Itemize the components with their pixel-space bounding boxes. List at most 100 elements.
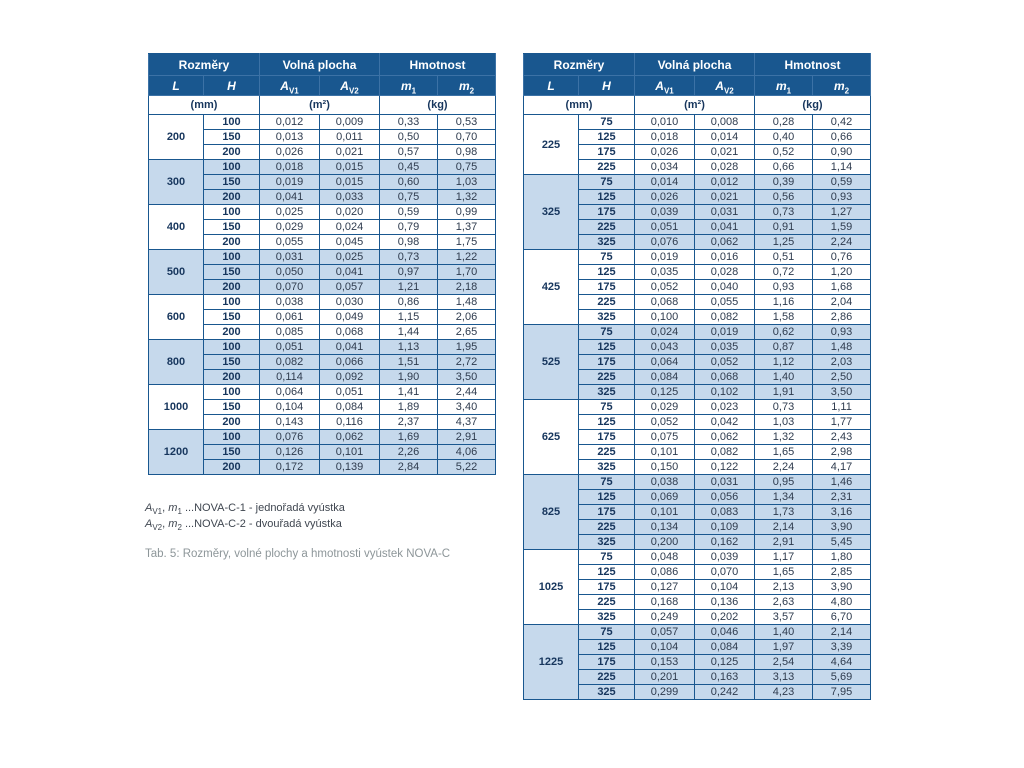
value-cell: 0,056 [693,489,756,505]
value-cell: 1,70 [437,264,497,280]
value-cell: 0,125 [693,654,756,670]
height-cell: 100 [203,294,260,310]
height-cell: 200 [203,459,260,475]
value-cell: 0,025 [259,204,320,220]
height-cell: 175 [578,654,635,670]
column-header: AV2 [318,75,381,96]
value-cell: 2,14 [812,624,872,640]
value-cell: 0,051 [259,339,320,355]
header-section: Hmotnost [379,53,497,76]
value-cell: 0,046 [693,624,756,640]
table-row: 150 0,050 0,041 0,97 1,70 [149,264,497,280]
height-cell: 150 [203,219,260,235]
value-cell: 0,62 [754,324,814,340]
table-row: 200 0,172 0,139 2,84 5,22 [149,459,497,475]
table-row: 175 0,153 0,125 2,54 4,64 [524,654,872,670]
value-cell: 0,010 [634,114,695,130]
value-cell: 0,79 [379,219,439,235]
height-cell: 325 [578,684,635,700]
value-cell: 1,97 [754,639,814,655]
value-cell: 0,008 [693,114,756,130]
column-header: AV1 [259,75,320,96]
table-row: 125 0,026 0,021 0,56 0,93 [524,189,872,205]
value-cell: 2,03 [812,354,872,370]
value-cell: 0,75 [379,189,439,205]
value-cell: 0,018 [259,159,320,175]
value-cell: 7,95 [812,684,872,700]
table-row: 225 0,201 0,163 3,13 5,69 [524,669,872,685]
height-cell: 125 [578,414,635,430]
value-cell: 0,101 [634,504,695,520]
value-cell: 3,50 [437,369,497,385]
value-cell: 0,015 [318,159,381,175]
height-cell: 175 [578,579,635,595]
value-cell: 3,90 [812,579,872,595]
value-cell: 0,021 [693,144,756,160]
value-cell: 1,34 [754,489,814,505]
value-cell: 0,043 [634,339,695,355]
value-cell: 2,91 [437,429,497,445]
value-cell: 0,52 [754,144,814,160]
value-cell: 0,052 [693,354,756,370]
table-row: 125 0,035 0,028 0,72 1,20 [524,264,872,280]
unit-header: (m²) [633,95,756,115]
value-cell: 0,33 [379,114,439,130]
height-cell: 175 [578,144,635,160]
value-cell: 1,32 [437,189,497,205]
table-row: 225 0,084 0,068 1,40 2,50 [524,369,872,385]
value-cell: 1,22 [437,249,497,265]
value-cell: 2,65 [437,324,497,340]
value-cell: 0,013 [259,129,320,145]
value-cell: 0,041 [259,189,320,205]
value-cell: 0,051 [634,219,695,235]
value-cell: 0,068 [693,369,756,385]
height-cell: 150 [203,129,260,145]
length-cell: 800 [148,339,204,385]
table-row: 800 100 0,051 0,041 1,13 1,95 [148,339,497,385]
value-cell: 0,033 [318,189,381,205]
height-cell: 150 [203,264,260,280]
value-cell: 0,084 [693,639,756,655]
value-cell: 5,45 [812,534,872,550]
value-cell: 1,65 [754,564,814,580]
length-cell: 225 [523,114,579,175]
value-cell: 0,092 [318,369,381,385]
table-row: 225 0,034 0,028 0,66 1,14 [524,159,872,175]
value-cell: 3,50 [812,384,872,400]
table-row: 1225 75 0,057 0,046 1,40 2,14 [523,624,872,700]
value-cell: 0,066 [318,354,381,370]
value-cell: 2,72 [437,354,497,370]
value-cell: 0,021 [318,144,381,160]
value-cell: 2,85 [812,564,872,580]
height-cell: 175 [578,504,635,520]
value-cell: 0,029 [259,219,320,235]
value-cell: 0,034 [634,159,695,175]
height-cell: 200 [203,144,260,160]
height-cell: 225 [578,594,635,610]
value-cell: 0,064 [259,384,320,400]
table-row: 150 0,126 0,101 2,26 4,06 [149,444,497,460]
value-cell: 0,038 [259,294,320,310]
value-cell: 0,057 [634,624,695,640]
height-cell: 100 [203,339,260,355]
value-cell: 0,59 [379,204,439,220]
value-cell: 0,019 [693,324,756,340]
column-header: m1 [754,75,814,96]
table-row: 1000 100 0,064 0,051 1,41 2,44 [148,384,497,430]
length-cell: 625 [523,399,579,475]
value-cell: 0,082 [693,444,756,460]
table-row: 325 75 0,014 0,012 0,39 0,59 [523,174,872,250]
value-cell: 0,104 [634,639,695,655]
value-cell: 3,16 [812,504,872,520]
value-cell: 0,031 [693,474,756,490]
height-cell: 100 [203,114,260,130]
table-row: 175 0,064 0,052 1,12 2,03 [524,354,872,370]
table-row: 150 0,029 0,024 0,79 1,37 [149,219,497,235]
table-row: 225 0,101 0,082 1,65 2,98 [524,444,872,460]
value-cell: 0,086 [634,564,695,580]
height-cell: 225 [578,669,635,685]
value-cell: 0,076 [634,234,695,250]
height-cell: 325 [578,234,635,250]
height-cell: 125 [578,564,635,580]
value-cell: 0,59 [812,174,872,190]
